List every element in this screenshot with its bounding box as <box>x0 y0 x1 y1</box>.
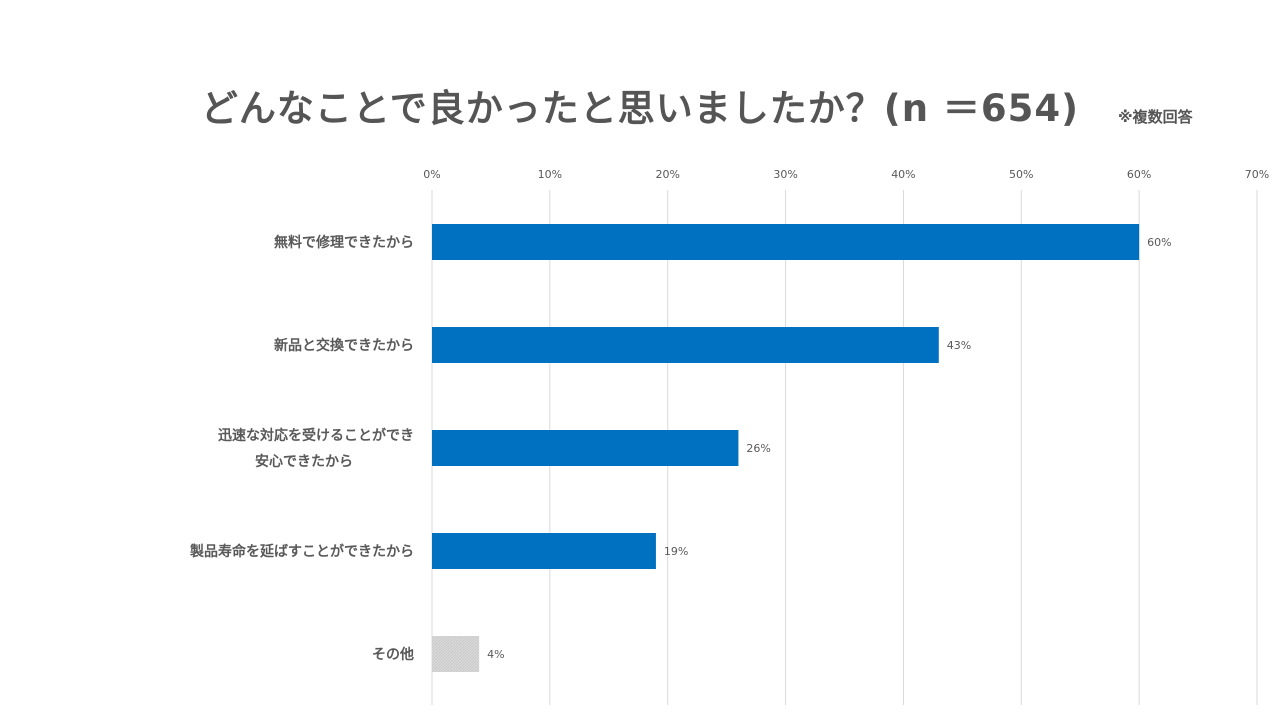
bar <box>432 430 739 466</box>
bar <box>432 327 939 363</box>
x-tick-label: 0% <box>423 168 440 181</box>
x-tick-label: 70% <box>1245 168 1269 181</box>
bar <box>432 533 656 569</box>
x-tick-label: 20% <box>655 168 679 181</box>
chart-title: どんなことで良かったと思いましたか？(n ＝654) <box>200 87 1080 130</box>
chart-note: ※複数回答 <box>1118 108 1193 126</box>
bar <box>432 224 1140 260</box>
data-label: 60% <box>1147 236 1171 249</box>
x-tick-label: 60% <box>1127 168 1151 181</box>
category-label: 新品と交換できたから <box>274 337 414 354</box>
category-label: 迅速な対応を受けることができ <box>218 427 414 444</box>
x-axis-ticks: 0% 10% 20% 30% 40% 50% 60% 70% <box>423 168 1269 181</box>
x-tick-label: 10% <box>538 168 562 181</box>
category-label: 無料で修理できたから <box>274 234 414 251</box>
data-label: 19% <box>664 545 688 558</box>
bar <box>432 636 480 672</box>
category-label: その他 <box>372 646 414 663</box>
category-label: 安心できたから <box>255 453 353 470</box>
x-tick-label: 40% <box>891 168 915 181</box>
category-labels: 無料で修理できたから新品と交換できたから迅速な対応を受けることができ安心できたか… <box>189 234 414 663</box>
data-label: 43% <box>947 339 971 352</box>
data-label: 26% <box>746 442 770 455</box>
bars <box>432 224 1140 672</box>
data-labels: 60% 43% 26% 19% 4% <box>487 236 1171 661</box>
x-tick-label: 50% <box>1009 168 1033 181</box>
x-tick-label: 30% <box>773 168 797 181</box>
data-label: 4% <box>487 648 504 661</box>
category-label: 製品寿命を延ばすことができたから <box>189 543 414 560</box>
